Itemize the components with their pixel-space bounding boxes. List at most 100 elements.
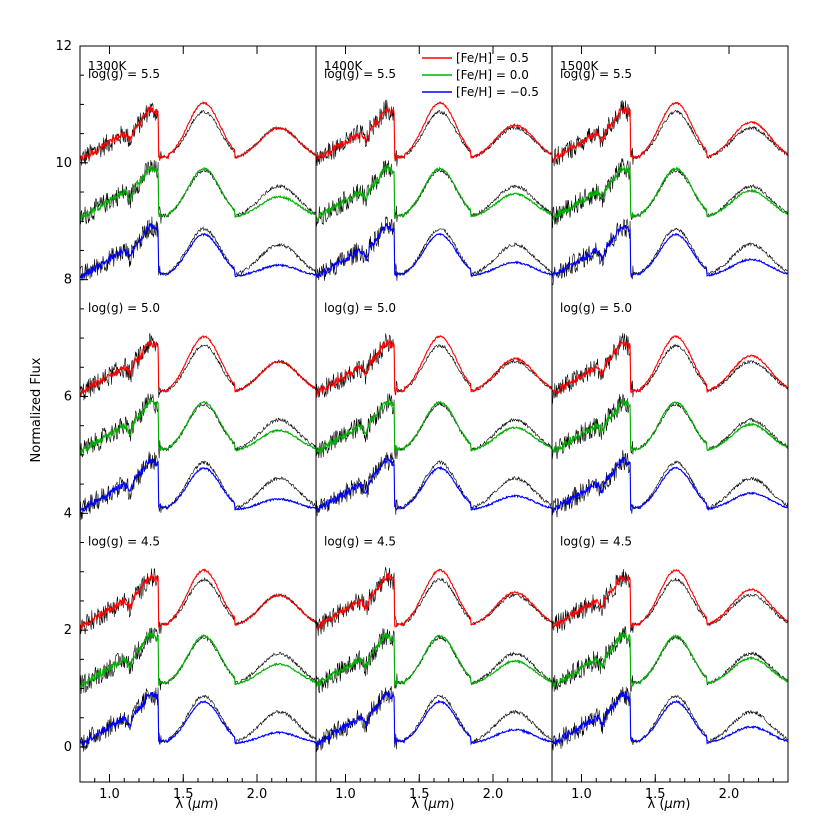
legend-label: [Fe/H] = −0.5 <box>456 85 539 99</box>
spectrum-1300-logg4.5-feh0.5 <box>79 568 317 635</box>
x-axis-title-col3: λ (μm) <box>648 797 691 812</box>
model-spectrum-line <box>551 456 789 515</box>
x-axis-titles: λ (μm) λ (μm) λ (μm) <box>176 797 691 812</box>
spectrum-1400-logg4.5-feh0 <box>315 628 553 696</box>
spectrum-1500-logg5-feh-0.5 <box>551 449 789 518</box>
observed-spectrum-line <box>315 99 553 167</box>
x-tick-label: 1.5 <box>409 787 430 802</box>
model-spectrum-line <box>79 568 317 631</box>
model-spectrum-line <box>315 633 553 688</box>
model-spectrum-line <box>79 335 317 396</box>
observed-spectrum-line <box>315 566 553 636</box>
spectrum-1300-logg5-feh-0.5 <box>79 451 317 520</box>
spectrum-1500-logg5.5-feh0.5 <box>551 99 789 167</box>
panel-frame <box>551 45 789 783</box>
model-spectrum-line <box>315 568 553 631</box>
spectrum-1500-logg4.5-feh-0.5 <box>551 686 789 751</box>
observed-spectrum-line <box>551 99 789 167</box>
panel-labels: log(g) = 5.5 log(g) = 5.0 log(g) = 4.5 1300… <box>88 59 632 548</box>
logg-label: log(g) = 5.0 <box>88 301 160 315</box>
model-spectrum-line <box>79 691 317 746</box>
observed-spectrum-line <box>79 687 317 752</box>
spectrum-1300-logg4.5-feh0 <box>79 627 317 694</box>
logg-label: log(g) = 5.0 <box>324 301 396 315</box>
x-tick-label: 1.5 <box>645 787 666 802</box>
observed-spectrum-line <box>551 626 789 694</box>
spectrum-1500-logg5-feh0.5 <box>551 333 789 404</box>
model-spectrum-line <box>315 222 553 279</box>
spectrum-1400-logg5.5-feh0 <box>315 160 553 227</box>
logg-label: log(g) = 4.5 <box>88 534 160 548</box>
model-spectrum-line <box>79 455 317 514</box>
model-spectrum-line <box>315 691 553 748</box>
logg-label: log(g) = 5.5 <box>324 67 396 81</box>
observed-spectrum-line <box>551 568 789 634</box>
panel-frames <box>79 45 789 783</box>
observed-spectrum-line <box>79 159 317 225</box>
panel-frame <box>315 45 553 783</box>
x-tick-label: 1.5 <box>173 787 194 802</box>
spectrum-1400-logg4.5-feh0.5 <box>315 566 553 636</box>
model-spectrum-line <box>79 398 317 456</box>
x-tick-label: 1.0 <box>571 787 592 802</box>
spectrum-1500-logg5.5-feh0 <box>551 158 789 228</box>
model-spectrum-line <box>551 224 789 280</box>
observed-spectrum-line <box>315 393 553 460</box>
observed-spectrum-line <box>79 333 317 401</box>
spectrum-1300-logg5-feh0 <box>79 393 317 459</box>
observed-spectrum-line <box>551 333 789 404</box>
observed-spectrum-line <box>315 452 552 517</box>
model-spectrum-line <box>315 101 553 161</box>
x-axis-title-col2: λ (μm) <box>412 797 455 812</box>
model-spectrum-line <box>315 398 552 456</box>
y-tick-label: 2 <box>64 623 72 638</box>
model-spectrum-line <box>551 164 789 222</box>
model-spectrum-line <box>551 335 789 395</box>
x-tick-label: 2.0 <box>247 787 268 802</box>
panel-group <box>79 99 789 752</box>
logg-label: log(g) = 4.5 <box>324 534 396 548</box>
x-tick-label: 2.0 <box>719 787 740 802</box>
y-tick-label: 10 <box>55 156 72 171</box>
spectrum-1300-logg5.5-feh0.5 <box>79 100 317 166</box>
spectrum-1400-logg5-feh-0.5 <box>315 452 553 517</box>
teff-label: 1500K <box>560 59 600 73</box>
observed-spectrum-line <box>79 216 317 281</box>
observed-spectrum-line <box>79 451 317 520</box>
observed-spectrum-line <box>315 333 553 401</box>
spectrum-1300-logg5.5-feh0 <box>79 159 317 225</box>
x-axis-title-col1: λ (μm) <box>176 797 219 812</box>
legend-label: [Fe/H] = 0.5 <box>456 51 529 65</box>
model-spectrum-line <box>551 398 789 453</box>
observed-spectrum-line <box>551 449 789 518</box>
y-tick-label: 8 <box>64 273 72 288</box>
spectrum-1500-logg5-feh0 <box>551 393 789 462</box>
observed-spectrum-line <box>551 393 789 462</box>
observed-spectrum-line <box>551 218 789 286</box>
y-tick-label: 0 <box>64 740 72 755</box>
spectrum-1400-logg4.5-feh-0.5 <box>315 686 553 752</box>
spectrum-1300-logg5.5-feh-0.5 <box>79 216 317 281</box>
spectrum-1400-logg5.5-feh0.5 <box>315 99 553 167</box>
logg-label: log(g) = 5.0 <box>560 301 632 315</box>
x-tick-label: 1.0 <box>335 787 356 802</box>
axis-ticks: 1.0 1.5 2.0 1.0 1.5 2.0 1.0 1.5 2.0 0 2 4 6 8 10 12 <box>55 39 774 802</box>
y-tick-label: 4 <box>64 506 72 521</box>
legend: [Fe/H] = 0.5 [Fe/H] = 0.0 [Fe/H] = −0.5 <box>422 51 539 99</box>
observed-spectrum-line <box>79 393 317 459</box>
spectrum-1500-logg5.5-feh-0.5 <box>551 218 789 286</box>
observed-spectrum-line <box>79 568 317 635</box>
model-spectrum-line <box>79 222 317 280</box>
logg-label: log(g) = 4.5 <box>560 534 632 548</box>
observed-spectrum-line <box>551 686 789 751</box>
teff-label: 1400K <box>324 59 364 73</box>
observed-spectrum-line <box>315 216 553 281</box>
spectrum-1400-logg5-feh0 <box>315 393 553 460</box>
spectrum-1500-logg4.5-feh0.5 <box>551 568 789 634</box>
spectrum-1300-logg4.5-feh-0.5 <box>79 687 317 752</box>
model-spectrum-line <box>315 334 553 399</box>
logg-label: log(g) = 5.5 <box>560 67 632 81</box>
model-spectrum-line <box>79 165 317 223</box>
model-spectrum-line <box>551 690 789 745</box>
